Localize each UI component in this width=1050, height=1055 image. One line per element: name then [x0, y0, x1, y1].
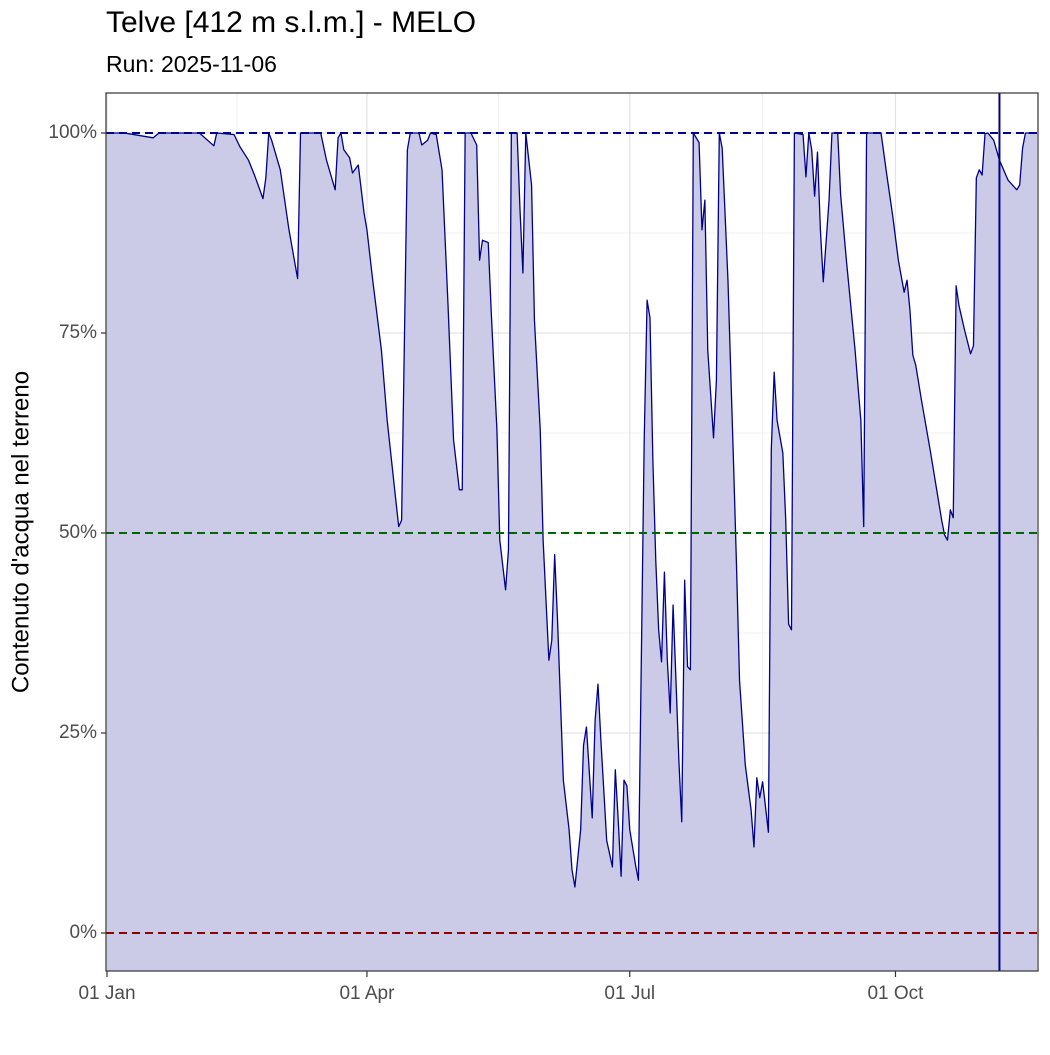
x-tick-label: 01 Jul [604, 983, 655, 1004]
y-tick-label: 50% [59, 522, 97, 543]
chart-title: Telve [412 m s.l.m.] - MELO [106, 6, 476, 39]
y-axis-title: Contenuto d'acqua nel terreno [7, 371, 34, 693]
x-tick-label: 01 Jan [78, 983, 135, 1004]
x-tick-label: 01 Apr [339, 983, 395, 1004]
y-tick-label: 100% [48, 122, 97, 143]
chart-subtitle: Run: 2025-11-06 [106, 51, 277, 77]
x-tick-label: 01 Oct [867, 983, 924, 1004]
y-tick-label: 25% [59, 722, 97, 743]
area [107, 133, 1037, 971]
line [107, 132, 1037, 888]
panel-border [105, 92, 1039, 972]
y-tick-label: 75% [59, 322, 97, 343]
y-tick-label: 0% [70, 922, 98, 943]
